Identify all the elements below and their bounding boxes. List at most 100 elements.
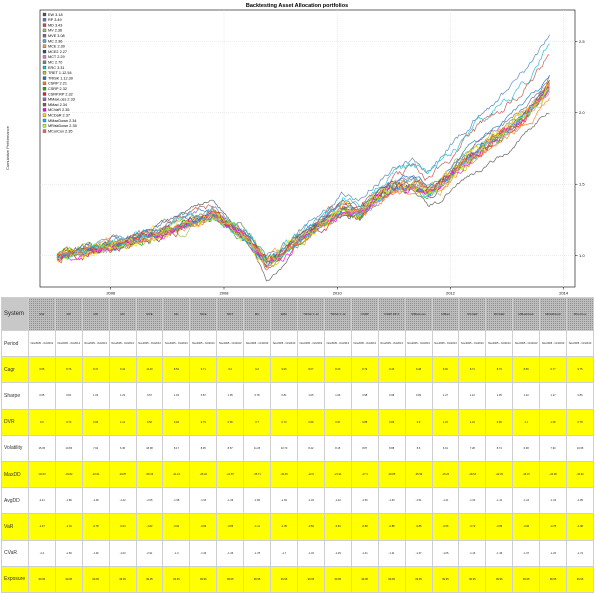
table-cell: -1.03 — [108, 539, 137, 567]
legend-swatch — [42, 124, 47, 128]
table-cell: 0.81 — [54, 382, 83, 410]
table-cell: -34.92 — [566, 460, 594, 489]
table-cell: 0.97 — [323, 408, 352, 436]
table-cell: -1.56 — [350, 487, 379, 515]
table-cell: -1.86 — [243, 487, 272, 515]
table-cell: 10.65 — [54, 434, 83, 462]
table-row: Sharpe 0.65 0.81 1.06 1.23 0.57 1.03 0.87 1.05 0.… — [1, 382, 594, 410]
y-tick-label: 1.5 — [579, 182, 585, 187]
legend-swatch — [42, 44, 47, 48]
table-cell: -1.41 — [377, 539, 406, 567]
legend-label: TRISK 1.12.39 — [48, 76, 73, 80]
table-cell: 99.95 — [377, 565, 406, 594]
row-label: Sharpe — [1, 382, 29, 410]
legend-swatch — [42, 55, 47, 59]
table-cell: 11.25 — [243, 434, 272, 462]
legend-swatch — [42, 49, 47, 54]
table-cell: Nov2005 - Oct2013 — [81, 329, 110, 358]
table-cell: -46.63 — [27, 460, 56, 489]
table-cell: -21.91 — [323, 460, 352, 489]
table-cell: -1.74 — [566, 539, 594, 567]
column-header: MC — [162, 297, 191, 331]
table-cell: 99.95 — [296, 565, 325, 594]
table-cell: 0.89 — [377, 408, 406, 436]
table-cell: 9.45 — [377, 356, 406, 384]
table-cell: -34.45 — [270, 460, 298, 489]
row-label: CVaR — [1, 539, 29, 567]
table-cell: 99.95 — [485, 565, 514, 594]
table-cell: 8.35 — [189, 434, 218, 462]
table-cell: 7.93 — [539, 434, 568, 462]
table-cell: 10.95 — [566, 434, 594, 462]
table-cell: -0.78 — [81, 513, 110, 541]
table-cell: 1.06 — [539, 408, 568, 436]
legend-label: MRiskDown 2.35 — [48, 124, 77, 128]
table-cell: -1.78 — [243, 539, 272, 567]
column-header: MCDaR — [485, 297, 514, 331]
table-cell: -1.32 — [458, 487, 487, 515]
legend-swatch — [42, 71, 47, 75]
column-header: MCVaR — [458, 297, 487, 331]
table-cell: 6.61 — [431, 434, 460, 462]
table-cell: Nov2005 - Oct2013 — [27, 329, 56, 358]
table-cell: 0.78 — [243, 382, 272, 410]
column-header: MRiskDown — [539, 297, 568, 331]
table-cell: -0.81 — [162, 513, 191, 541]
table-cell: -25.99 — [404, 460, 433, 489]
legend-swatch — [42, 92, 47, 96]
table-cell: 9.06 — [270, 356, 298, 384]
table-cell: -1.21 — [431, 487, 460, 515]
table-cell: Nov2005 - Oct2013 — [539, 329, 568, 358]
legend-label: MCE2 2.27 — [48, 50, 67, 54]
table-cell: 8.74 — [485, 434, 514, 462]
legend-label: MCT 2.29 — [48, 55, 65, 59]
table-cell: 1.05 — [485, 382, 514, 410]
table-cell: 6.68 — [512, 434, 541, 462]
column-header: TRISK 1.12 — [323, 297, 352, 331]
table-cell: 8.79 — [350, 356, 379, 384]
table-cell: 0.81 — [270, 382, 298, 410]
table-cell: -2.65 — [135, 487, 164, 515]
table-cell: -27.3 — [350, 460, 379, 489]
table-cell: -0.81 — [323, 513, 352, 541]
column-header: MVE — [135, 297, 164, 331]
table-cell: 99.95 — [27, 565, 56, 594]
table-row: MaxDD -46.63 -34.82 -23.91 -16.87 -58.43 -21.1… — [1, 460, 594, 489]
row-label: Exposure — [1, 565, 29, 594]
table-cell: Nov2005 - Oct2013 — [377, 329, 406, 358]
column-header: MMaxDown — [512, 297, 541, 331]
y-axis-label: Cumulative Performance — [5, 125, 10, 170]
y-tick-label: 2.0 — [579, 110, 585, 115]
table-cell: 8.42 — [296, 434, 325, 462]
legend-swatch — [42, 113, 47, 117]
table-cell: 0.57 — [135, 382, 164, 410]
column-header: MV — [108, 297, 137, 331]
column-header: MCE — [189, 297, 218, 331]
table-cell: -1.53 — [377, 487, 406, 515]
legend-swatch — [42, 34, 47, 38]
table-cell: 8.81 — [431, 356, 460, 384]
row-label: VaR — [1, 513, 29, 541]
x-tick-label: 2008 — [220, 291, 230, 296]
table-cell: 18.38 — [135, 434, 164, 462]
chart-title: Backtesting Asset Allocation portfolios — [246, 3, 348, 9]
row-label: Cagr — [1, 356, 29, 384]
y-axis: 1.0 1.5 2.0 2.5 — [575, 39, 585, 258]
row-label: AvgDD — [1, 487, 29, 515]
table-cell: 99.95 — [458, 565, 487, 594]
y-tick-label: 2.5 — [579, 39, 585, 44]
table-cell: -0.84 — [296, 513, 325, 541]
column-header: MD — [81, 297, 110, 331]
legend-label: MMaxDown 2.34 — [48, 119, 77, 123]
performance-chart: Backtesting Asset Allocation portfolios … — [5, 3, 585, 296]
table-cell: Nov2005 - Oct2013 — [54, 329, 83, 358]
legend-swatch — [42, 87, 47, 91]
table-cell: Nov2005 - Oct2013 — [296, 329, 325, 358]
table-cell: 9.2 — [216, 356, 245, 384]
table-cell: -1.49 — [216, 487, 245, 515]
table-cell: 6.45 — [108, 434, 137, 462]
y-tick-label: 1.0 — [579, 253, 585, 258]
x-tick-label: 2006 — [106, 291, 116, 296]
table-cell: -1.37 — [404, 539, 433, 567]
table-cell: 9.77 — [539, 356, 568, 384]
